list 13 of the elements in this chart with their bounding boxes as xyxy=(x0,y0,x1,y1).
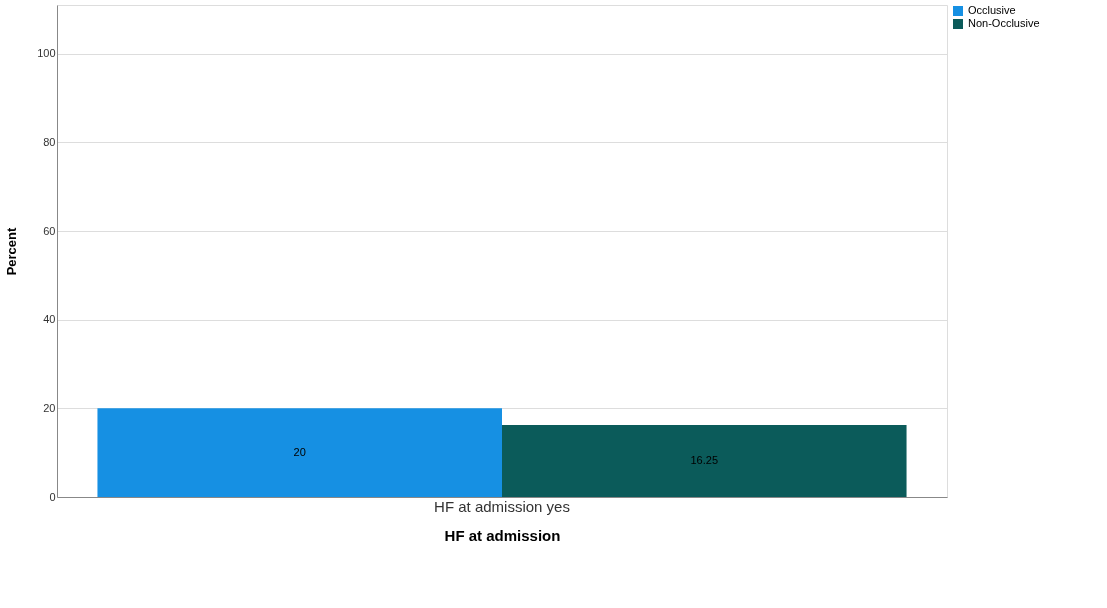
y-tick-label: 60 xyxy=(43,224,56,237)
y-axis-title: Percent xyxy=(4,226,20,276)
data-label: 16.25 xyxy=(690,453,719,466)
y-tick-label: 40 xyxy=(43,313,56,326)
y-tick-label: 100 xyxy=(37,47,56,60)
x-axis-title: HF at admission xyxy=(444,526,561,544)
data-label: 20 xyxy=(293,445,306,458)
y-tick-label: 20 xyxy=(43,401,56,414)
y-tick-label: 80 xyxy=(43,135,56,148)
legend-label: Non-Occlusive xyxy=(968,17,1040,29)
legend-label: Occlusive xyxy=(968,4,1016,16)
y-tick-label: 0 xyxy=(49,490,56,503)
x-tick-label: HF at admission yes xyxy=(434,497,570,515)
